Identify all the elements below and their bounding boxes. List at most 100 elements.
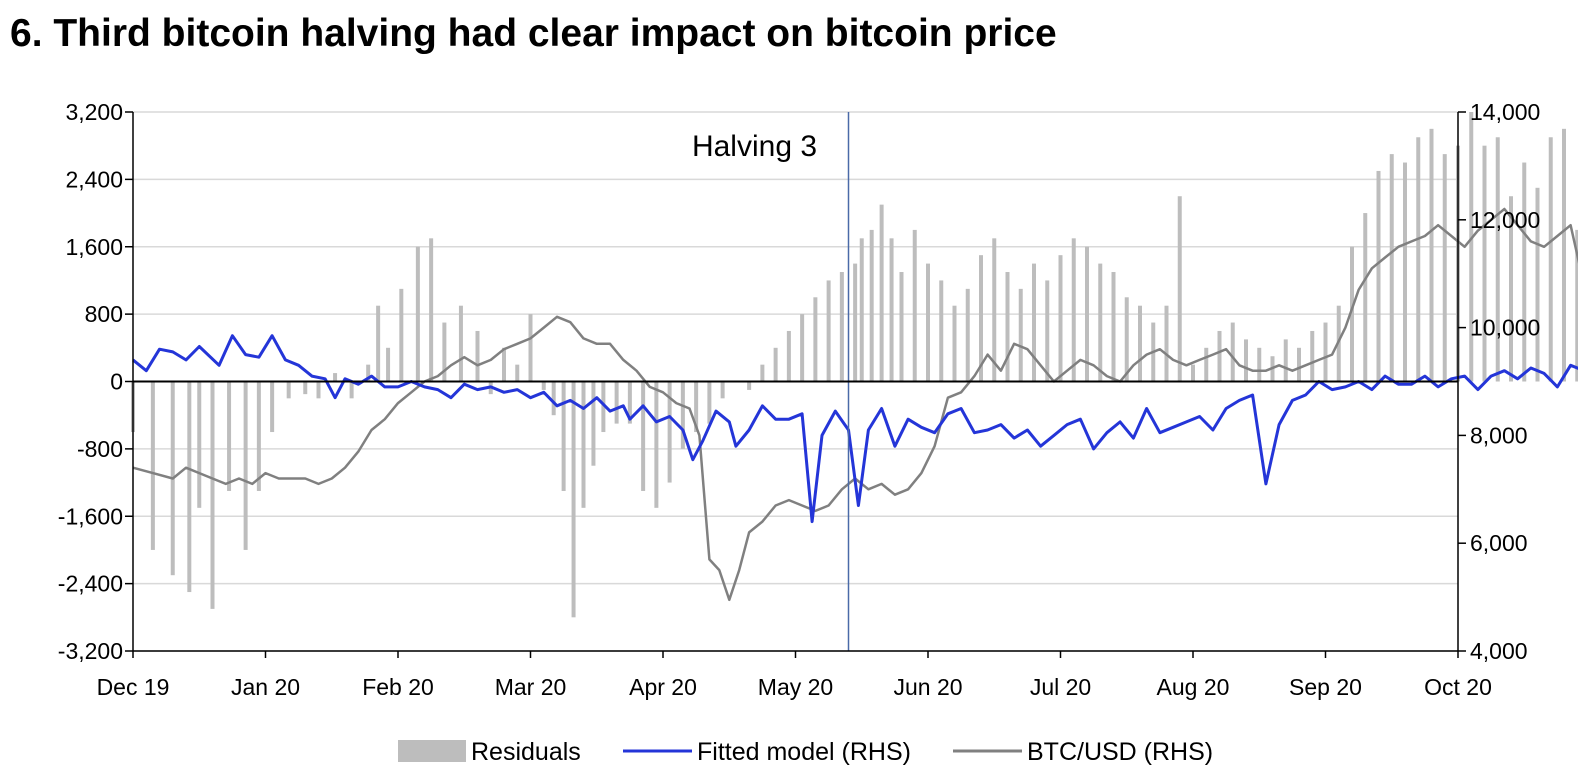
residual-bar [1509,196,1513,382]
residual-bar [1111,272,1116,382]
residual-bar [1575,229,1578,382]
right-tick-label: 14,000 [1470,99,1540,125]
left-tick-label: 1,600 [65,234,123,260]
residual-bar [1283,339,1288,382]
residual-bar [475,330,480,382]
x-tick-label: Aug 20 [1157,674,1230,700]
residual-bar [591,381,596,466]
residual-bar [926,263,930,382]
right-tick-label: 4,000 [1470,638,1528,664]
residual-bar [1085,246,1089,382]
x-tick-label: Dec 19 [97,674,170,700]
residual-bar [889,238,894,382]
residual-bar [912,229,917,382]
residual-bar [859,238,864,382]
legend-label-btc: BTC/USD (RHS) [1027,738,1213,766]
residual-bar [399,288,404,382]
residual-bar [1416,137,1421,382]
residual-bar [1230,322,1235,382]
residual-bar [429,238,434,382]
residual-bar [1018,288,1023,382]
left-tick-label: 800 [85,301,123,327]
residual-bar [601,381,606,433]
residual-bar [303,381,308,395]
residual-bar [839,272,844,382]
residual-bar [1363,213,1368,382]
residual-bar [210,381,215,609]
residual-bar [197,381,202,508]
residual-bar [1495,137,1500,382]
residual-bar [826,280,831,382]
residual-bar [366,364,371,382]
residual-bar [813,297,818,382]
residual-bar [965,288,970,382]
x-tick-label: Jul 20 [1030,674,1091,700]
residual-bar [1548,137,1553,382]
right-tick-label: 8,000 [1470,422,1528,448]
left-tick-label: 3,200 [65,99,123,125]
x-tick-label: Sep 20 [1289,674,1362,700]
residual-bar [641,381,646,491]
x-tick-label: Oct 20 [1424,674,1492,700]
residual-bar [386,347,391,382]
residual-bar [333,373,338,382]
residual-bar [1138,305,1142,382]
residual-bar [667,381,672,483]
residual-bar [376,305,381,382]
right-tick-label: 10,000 [1470,315,1540,341]
residual-bar [747,381,752,390]
residual-bar [1244,339,1248,382]
right-tick-label: 6,000 [1470,530,1528,556]
residual-bar [1058,255,1063,382]
residual-bar [1350,246,1354,382]
residual-bar [680,381,685,449]
residual-bar [515,364,520,382]
left-tick-label: -1,600 [58,503,123,529]
residual-bar [952,305,957,382]
x-tick-label: Feb 20 [362,674,434,700]
residual-bar [1297,347,1301,382]
residual-bar [694,381,699,433]
residual-bar [939,280,944,382]
residual-bar [1217,330,1222,382]
residual-bar [1562,128,1566,382]
residual-bar [879,204,884,382]
residual-bar [853,263,858,382]
residual-bar [187,381,192,593]
residual-bar [992,238,997,382]
residual-bar [528,314,533,382]
residual-bar [1442,154,1447,382]
residual-bar [286,381,291,399]
btc-usd-line [132,207,1578,602]
residual-bar [243,381,248,550]
residual-bar [1469,112,1474,382]
residual-bar [1177,196,1182,382]
residual-bar [1535,187,1540,382]
halving-label: Halving 3 [692,130,817,163]
chart-title: 6. Third bitcoin halving had clear impac… [10,12,1057,55]
residual-bar [1098,263,1103,382]
right-tick-label: 12,000 [1470,207,1540,233]
residual-bar [773,347,778,382]
residual-bar [442,322,447,382]
left-tick-label: 2,400 [65,166,123,192]
residual-bar [1403,162,1407,382]
residual-bar [1005,272,1010,382]
residual-bar [581,381,586,508]
x-tick-label: May 20 [758,674,833,700]
x-tick-label: Jan 20 [231,674,300,700]
legend-label-residuals: Residuals [471,738,581,766]
residual-bar [1257,347,1262,382]
residual-bar [786,330,791,382]
residual-bar [1045,280,1050,382]
residual-bar [800,314,805,382]
left-tick-label: -2,400 [58,571,123,597]
residual-bar [561,381,566,491]
x-tick-label: Mar 20 [495,674,567,700]
residual-bar [1376,170,1381,382]
residual-bar [551,381,556,416]
left-tick-label: -800 [77,436,123,462]
residual-bar [1164,305,1169,382]
residual-bar [227,381,232,491]
